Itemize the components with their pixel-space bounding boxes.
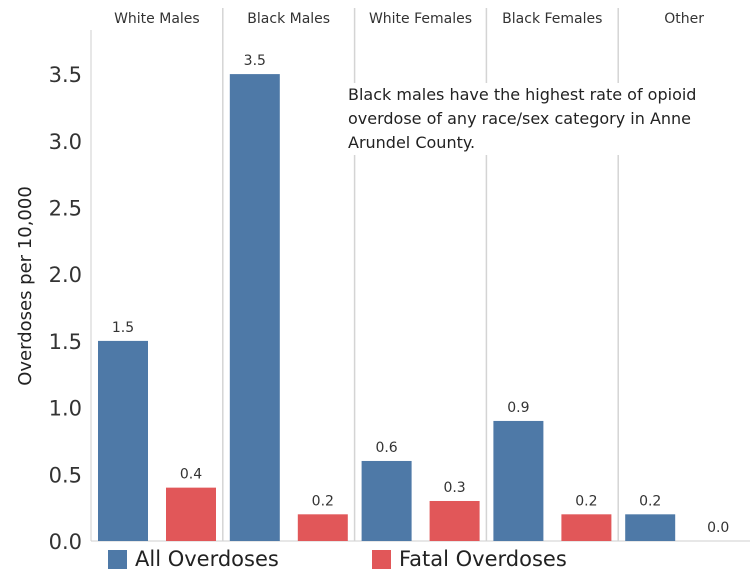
bar-fatal-overdoses: [166, 487, 216, 541]
data-label-fatal-overdoses: 0.2: [575, 493, 597, 509]
category-header: Other: [664, 11, 704, 27]
data-label-all-overdoses: 1.5: [112, 320, 134, 336]
chart-annotation: Black males have the highest rate of opi…: [344, 83, 732, 155]
y-tick-label: 3.5: [49, 63, 82, 87]
data-label-fatal-overdoses: 0.2: [312, 493, 334, 509]
data-label-fatal-overdoses: 0.4: [180, 467, 202, 483]
y-axis-title: Overdoses per 10,000: [15, 186, 36, 386]
bar-all-overdoses: [361, 460, 412, 541]
chart-legend: All Overdoses Fatal Overdoses: [108, 544, 567, 574]
category-header: Black Males: [247, 11, 330, 27]
bar-fatal-overdoses: [429, 500, 480, 541]
legend-label-fatal-overdoses: Fatal Overdoses: [399, 547, 567, 571]
data-label-all-overdoses: 0.2: [639, 493, 661, 509]
bar-all-overdoses: [493, 420, 544, 541]
category-header: White Males: [114, 11, 200, 27]
data-label-all-overdoses: 0.6: [375, 440, 397, 456]
y-tick-label: 0.5: [49, 463, 82, 487]
legend-swatch-fatal-overdoses: [372, 549, 391, 569]
legend-item-all-overdoses[interactable]: All Overdoses: [108, 547, 279, 571]
data-label-all-overdoses: 0.9: [507, 400, 529, 416]
legend-label-all-overdoses: All Overdoses: [135, 547, 279, 571]
y-tick-label: 1.0: [49, 397, 82, 421]
legend-swatch-all-overdoses: [108, 549, 127, 569]
y-tick-label: 0.0: [49, 530, 82, 554]
y-tick-label: 2.5: [49, 197, 82, 221]
y-tick-label: 2.0: [49, 263, 82, 287]
category-header: Black Females: [502, 11, 602, 27]
y-tick-label: 1.5: [49, 330, 82, 354]
bar-fatal-overdoses: [297, 514, 348, 541]
legend-item-fatal-overdoses[interactable]: Fatal Overdoses: [372, 547, 567, 571]
data-label-fatal-overdoses: 0.0: [707, 520, 729, 536]
data-label-fatal-overdoses: 0.3: [443, 480, 465, 496]
bar-all-overdoses: [98, 340, 148, 541]
data-label-all-overdoses: 3.5: [244, 53, 266, 69]
y-tick-label: 3.0: [49, 130, 82, 154]
bar-all-overdoses: [229, 74, 280, 541]
bar-fatal-overdoses: [561, 514, 612, 541]
bar-all-overdoses: [625, 514, 676, 541]
category-header: White Females: [369, 11, 472, 27]
